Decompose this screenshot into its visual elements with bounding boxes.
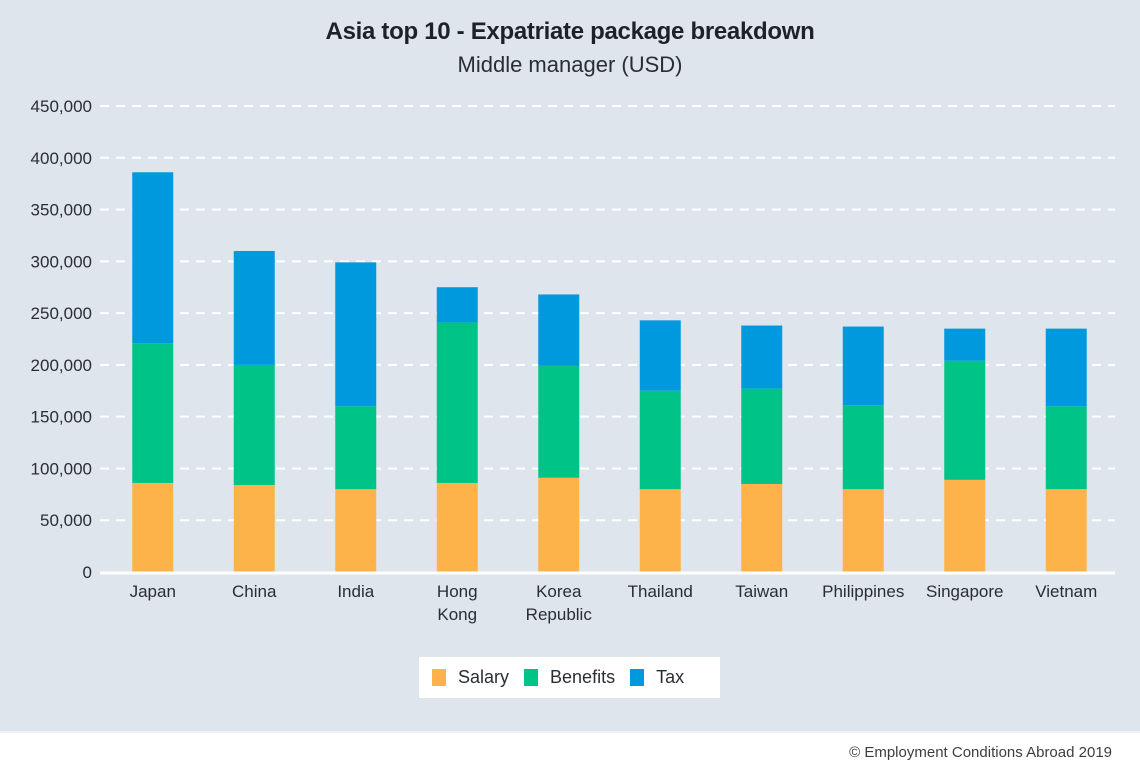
bar-segment-salary [1045, 489, 1087, 572]
bar-segment-tax [233, 250, 275, 365]
y-tick-label: 300,000 [31, 252, 92, 271]
y-tick-label: 200,000 [31, 356, 92, 375]
x-tick-label: Hong Kong [437, 582, 478, 624]
legend-swatch-benefits [524, 669, 539, 686]
x-tick-label: Thailand [628, 582, 693, 601]
bar-segment-tax [538, 294, 580, 366]
x-tick-label-line: Philippines [822, 582, 904, 601]
legend-label-benefits: Benefits [550, 667, 616, 687]
bar-segment-tax [1045, 328, 1087, 407]
bar-segment-benefits [639, 390, 681, 490]
x-tick-label: Singapore [926, 582, 1004, 601]
legend-item-salary[interactable]: Salary [432, 667, 509, 688]
x-tick-label: Taiwan [735, 582, 788, 601]
bar-segment-benefits [842, 405, 884, 490]
bars [132, 172, 1087, 572]
y-tick-label: 0 [83, 563, 92, 582]
y-tick-label: 350,000 [31, 201, 92, 220]
x-tick-label: Philippines [822, 582, 904, 601]
x-tick-label: Japan [130, 582, 176, 601]
bar-segment-tax [639, 320, 681, 391]
x-tick-label-line: Korea [536, 582, 582, 601]
x-tick-label-line: Japan [130, 582, 176, 601]
y-tick-label: 400,000 [31, 149, 92, 168]
y-tick-label: 50,000 [40, 511, 92, 530]
bar-segment-salary [944, 479, 986, 572]
bar-segment-salary [335, 489, 377, 572]
bar-segment-tax [741, 325, 783, 389]
bar-segment-salary [132, 482, 174, 572]
y-tick-label: 450,000 [31, 97, 92, 116]
bar-segment-benefits [944, 360, 986, 480]
legend-label-salary: Salary [458, 667, 510, 687]
x-tick-label-line: Thailand [628, 582, 693, 601]
bar-segment-salary [233, 485, 275, 572]
bar-segment-tax [335, 262, 377, 407]
x-tick-label-line: Taiwan [735, 582, 788, 601]
x-tick-label: China [232, 582, 277, 601]
x-tick-label-line: Kong [437, 605, 477, 624]
bar-segment-tax [944, 328, 986, 361]
chart-title: Asia top 10 - Expatriate package breakdo… [325, 18, 815, 45]
bar-segment-tax [132, 172, 174, 344]
copyright-footer: © Employment Conditions Abroad 2019 [849, 744, 1112, 761]
x-tick-label: Korea Republic [526, 582, 593, 624]
bar-segment-benefits [741, 388, 783, 484]
y-tick-label: 250,000 [31, 304, 92, 323]
x-tick-label-line: Vietnam [1035, 582, 1097, 601]
legend-swatch-salary [432, 669, 446, 686]
bar-segment-benefits [436, 322, 478, 483]
x-tick-label-line: Singapore [926, 582, 1004, 601]
x-tick-label-line: Republic [526, 605, 593, 624]
bar-segment-benefits [538, 365, 580, 478]
y-tick-label: 100,000 [31, 459, 92, 478]
x-axis-labels: Japan China India Hong Kong Korea Republic Thai… [130, 582, 1098, 624]
stacked-bar-chart: 0 50,000 100,000 150,000 200,000 250,000 300,0… [31, 97, 1115, 624]
bar-segment-benefits [132, 343, 174, 483]
legend: Salary Benefits Tax [419, 657, 720, 698]
bar-segment-benefits [233, 364, 275, 486]
x-tick-label-line: China [232, 582, 277, 601]
chart-subtitle: Middle manager (USD) [457, 52, 683, 77]
x-tick-label-line: Hong [437, 582, 478, 601]
bar-segment-tax [436, 287, 478, 323]
legend-swatch-tax [630, 669, 645, 686]
legend-label-tax: Tax [656, 667, 685, 687]
legend-item-tax[interactable]: Tax [630, 667, 684, 688]
bar-segment-salary [842, 489, 884, 572]
bar-segment-benefits [1045, 406, 1087, 490]
y-axis-ticks: 0 50,000 100,000 150,000 200,000 250,000 300,0… [31, 97, 92, 582]
bar-segment-tax [842, 326, 884, 406]
x-tick-label: India [337, 582, 374, 601]
bar-segment-salary [538, 477, 580, 572]
bar-segment-salary [639, 489, 681, 572]
x-tick-label: Vietnam [1035, 582, 1097, 601]
x-tick-label-line: India [337, 582, 374, 601]
bar-segment-salary [436, 482, 478, 572]
y-tick-label: 150,000 [31, 408, 92, 427]
panel-divider [0, 731, 1140, 733]
bar-segment-salary [741, 483, 783, 572]
bar-segment-benefits [335, 406, 377, 490]
legend-item-benefits[interactable]: Benefits [524, 667, 615, 688]
